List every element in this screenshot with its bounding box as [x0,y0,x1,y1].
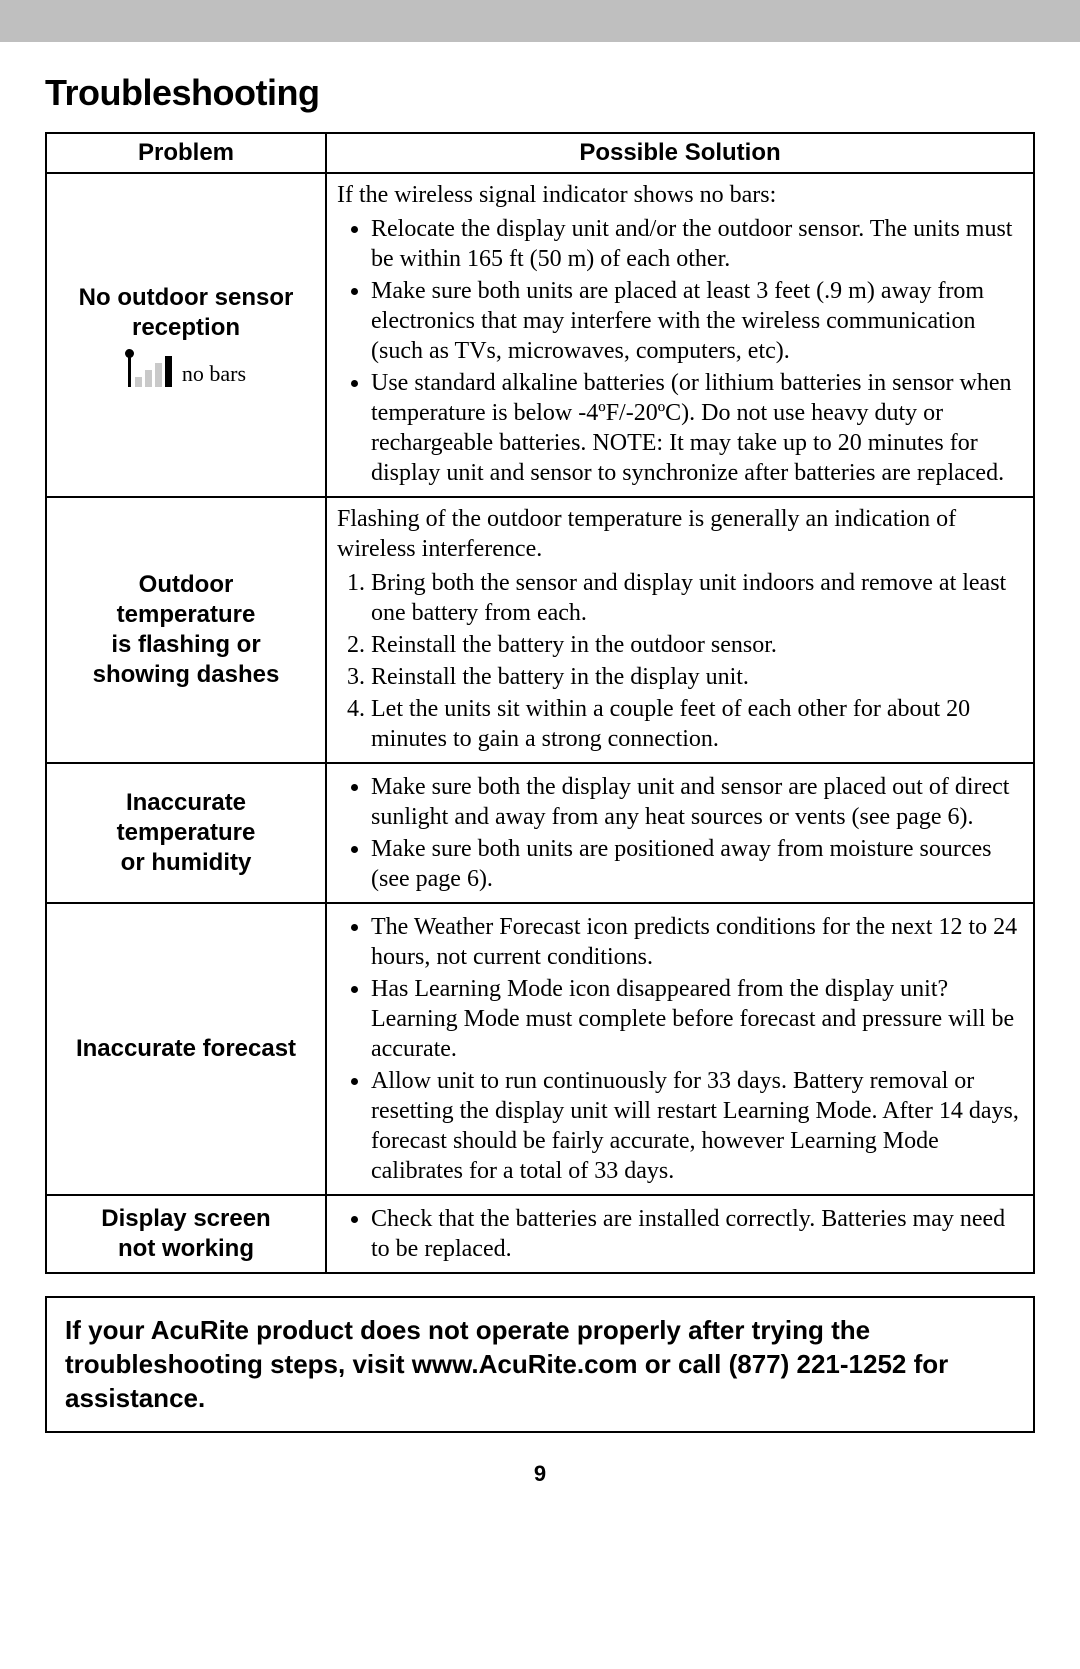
solution-cell: Flashing of the outdoor temperature is g… [326,497,1034,763]
solution-cell: If the wireless signal indicator shows n… [326,173,1034,497]
problem-text: reception [57,313,315,343]
solution-bullet: The Weather Forecast icon predicts condi… [371,912,1023,972]
solution-bullets: The Weather Forecast icon predicts condi… [337,912,1023,1186]
solution-step: Reinstall the battery in the display uni… [371,662,1023,692]
problem-cell: No outdoor sensorreception no bars [46,173,326,497]
solution-bullet: Use standard alkaline batteries (or lith… [371,368,1023,488]
solution-bullets: Check that the batteries are installed c… [337,1204,1023,1264]
table-header-row: Problem Possible Solution [46,133,1034,173]
solution-bullets: Make sure both the display unit and sens… [337,772,1023,894]
problem-text: Inaccurate [57,788,315,818]
solution-bullet: Make sure both units are positioned away… [371,834,1023,894]
problem-cell: Outdoortemperatureis flashing orshowing … [46,497,326,763]
solution-cell: The Weather Forecast icon predicts condi… [326,903,1034,1195]
solution-steps: Bring both the sensor and display unit i… [337,568,1023,754]
solution-step: Reinstall the battery in the outdoor sen… [371,630,1023,660]
problem-cell: Display screennot working [46,1195,326,1273]
page-number: 9 [45,1461,1035,1487]
solution-cell: Check that the batteries are installed c… [326,1195,1034,1273]
table-body: No outdoor sensorreception no bars If the … [46,173,1034,1273]
problem-cell: Inaccurate forecast [46,903,326,1195]
signal-bars-icon [126,351,172,387]
solution-bullet: Make sure both units are placed at least… [371,276,1023,366]
page-title: Troubleshooting [45,72,1035,114]
solution-step: Let the units sit within a couple feet o… [371,694,1023,754]
problem-text: temperature [57,818,315,848]
problem-text: Inaccurate forecast [57,1034,315,1064]
table-row: Inaccurate forecast The Weather Forecast … [46,903,1034,1195]
problem-text: Display screen [57,1204,315,1234]
problem-text: Outdoor [57,570,315,600]
problem-text: showing dashes [57,660,315,690]
table-row: No outdoor sensorreception no bars If the … [46,173,1034,497]
problem-text: not working [57,1234,315,1264]
solution-cell: Make sure both the display unit and sens… [326,763,1034,903]
solution-bullets: Relocate the display unit and/or the out… [337,214,1023,488]
problem-text: or humidity [57,848,315,878]
problem-text: is flashing or [57,630,315,660]
assistance-box: If your AcuRite product does not operate… [45,1296,1035,1433]
solution-bullet: Check that the batteries are installed c… [371,1204,1023,1264]
header-bar [0,0,1080,42]
col-header-solution: Possible Solution [326,133,1034,173]
solution-bullet: Allow unit to run continuously for 33 da… [371,1066,1023,1186]
troubleshoot-table: Problem Possible Solution No outdoor sen… [45,132,1035,1274]
signal-label: no bars [182,360,246,388]
solution-bullet: Relocate the display unit and/or the out… [371,214,1023,274]
problem-text: No outdoor sensor [57,283,315,313]
solution-intro: If the wireless signal indicator shows n… [337,180,1023,210]
col-header-problem: Problem [46,133,326,173]
table-row: Outdoortemperatureis flashing orshowing … [46,497,1034,763]
table-row: Inaccuratetemperatureor humidity Make sur… [46,763,1034,903]
table-row: Display screennot working Check that the … [46,1195,1034,1273]
problem-text: temperature [57,600,315,630]
signal-indicator: no bars [57,351,315,387]
solution-bullet: Has Learning Mode icon disappeared from … [371,974,1023,1064]
solution-bullet: Make sure both the display unit and sens… [371,772,1023,832]
solution-step: Bring both the sensor and display unit i… [371,568,1023,628]
page-content: Troubleshooting Problem Possible Solutio… [0,42,1080,1517]
solution-intro: Flashing of the outdoor temperature is g… [337,504,1023,564]
problem-cell: Inaccuratetemperatureor humidity [46,763,326,903]
